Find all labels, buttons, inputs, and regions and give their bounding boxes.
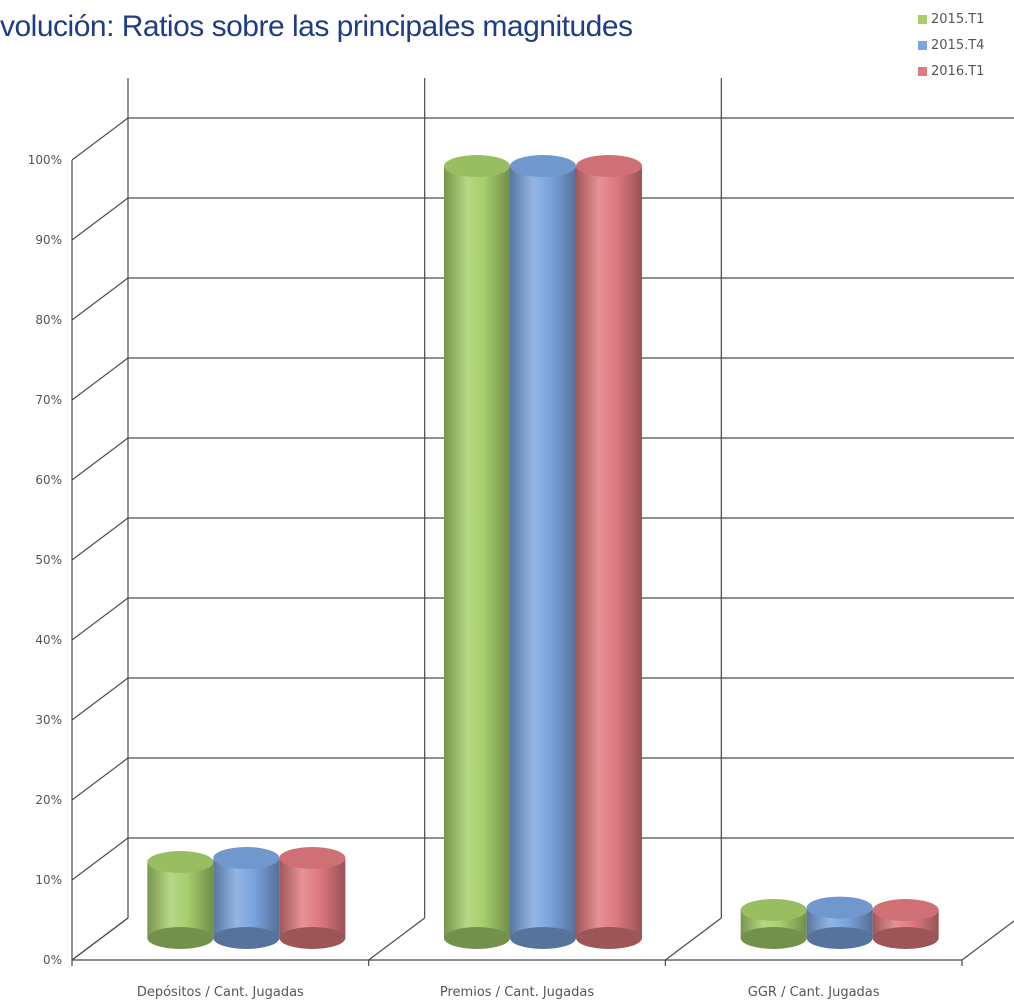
side-wall-line — [71, 437, 129, 481]
bar-body — [510, 166, 576, 938]
side-wall-line — [71, 357, 129, 401]
legend-item: 2015.T1 — [918, 6, 1012, 32]
y-tick-label: 80% — [35, 313, 62, 327]
bar-top — [147, 851, 214, 873]
y-tick-label: 50% — [35, 553, 62, 567]
bar-body — [576, 166, 642, 938]
bar-top — [576, 155, 642, 177]
bar-top — [740, 899, 807, 921]
floor-divider — [71, 917, 129, 961]
bar-body — [444, 166, 510, 938]
legend-swatch — [918, 40, 927, 50]
axes — [71, 160, 1014, 966]
bar-top — [872, 899, 939, 921]
bar — [740, 899, 807, 949]
legend-swatch — [918, 14, 927, 24]
side-wall-line — [71, 197, 129, 241]
side-wall-line — [71, 837, 129, 881]
y-tick-label: 40% — [35, 633, 62, 647]
legend-item: 2015.T4 — [918, 32, 1012, 58]
y-tick-label: 30% — [35, 713, 62, 727]
side-wall-line — [71, 117, 129, 161]
side-wall-line — [71, 757, 129, 801]
bar-top — [213, 847, 280, 869]
y-tick-label: 70% — [35, 393, 62, 407]
side-wall-line — [71, 277, 129, 321]
x-tick-label: Depósitos / Cant. Jugadas — [137, 985, 304, 1000]
bar-base — [872, 927, 939, 949]
bar — [806, 896, 873, 949]
floor-divider — [664, 917, 722, 961]
bar-body — [279, 858, 346, 938]
bar-base — [510, 927, 576, 949]
bar-base — [806, 927, 873, 949]
legend-label: 2015.T4 — [931, 37, 985, 53]
side-wall-line — [71, 677, 129, 721]
bar-top — [806, 896, 873, 919]
y-tick-label: 10% — [35, 873, 62, 887]
bar-top — [279, 847, 346, 869]
bar-base — [279, 927, 346, 949]
legend-swatch — [918, 66, 927, 76]
y-tick-label: 20% — [35, 793, 62, 807]
floor-divider — [961, 920, 1014, 961]
x-tick-label: Premios / Cant. Jugadas — [440, 985, 594, 1000]
side-wall-line — [71, 597, 129, 641]
bars — [147, 155, 939, 949]
y-tick-label: 0% — [43, 953, 62, 967]
bar-base — [740, 927, 807, 949]
bar-body — [213, 858, 280, 938]
bar-base — [147, 927, 214, 949]
y-tick-label: 90% — [35, 233, 62, 247]
side-wall-line — [71, 517, 129, 561]
bar — [576, 155, 642, 949]
legend: 2015.T1 2015.T4 2016.T1 — [918, 6, 1012, 84]
y-tick-labels: 0% 10% 20% 30% 40% 50% 60% 70% 80% 90% 100% — [28, 153, 62, 967]
bar — [510, 155, 576, 949]
legend-label: 2015.T1 — [931, 11, 985, 27]
bar-top — [510, 155, 576, 177]
bar-base — [213, 927, 280, 949]
bar — [872, 899, 939, 949]
x-tick-labels: Depósitos / Cant. Jugadas Premios / Cant.… — [137, 985, 880, 1000]
bar-base — [576, 927, 642, 949]
floor-divider — [368, 917, 426, 961]
bar-base — [444, 927, 510, 949]
legend-label: 2016.T1 — [931, 63, 985, 79]
bar-top — [444, 155, 510, 177]
bar — [279, 847, 346, 949]
bar — [147, 851, 214, 949]
bar — [213, 847, 280, 949]
bar-body — [147, 862, 214, 938]
legend-item: 2016.T1 — [918, 58, 1012, 84]
y-tick-label: 60% — [35, 473, 62, 487]
x-tick-label: GGR / Cant. Jugadas — [748, 985, 880, 1000]
y-tick-label: 100% — [28, 153, 62, 167]
chart-title: volución: Ratios sobre las principales m… — [0, 10, 633, 43]
bar — [444, 155, 510, 949]
